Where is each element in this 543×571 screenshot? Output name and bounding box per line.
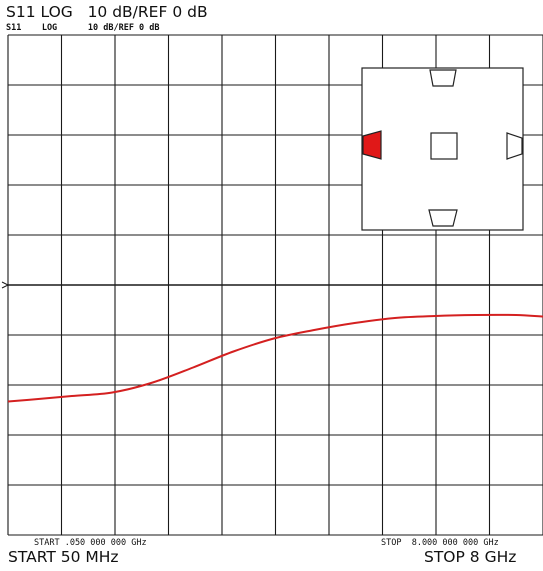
- header-instrument-line: S11 LOG 10 dB/REF 0 dB: [6, 23, 160, 33]
- start-label: START 50 MHz: [8, 548, 119, 566]
- start-instrument-label: START .050 000 000 GHz: [34, 538, 147, 548]
- trace-line-0: [7, 313, 543, 403]
- header-title: S11 LOG 10 dB/REF 0 dB: [6, 3, 208, 21]
- port-inset: [361, 67, 524, 231]
- inset-center-square: [430, 132, 458, 160]
- inset-right-port: [506, 132, 523, 160]
- inset-top-port: [429, 69, 457, 87]
- stop-instrument-label: STOP 8.000 000 000 GHz: [381, 538, 499, 548]
- reference-marker: [1, 281, 10, 289]
- stop-label: STOP 8 GHz: [424, 548, 517, 566]
- trace-layer: [7, 313, 543, 403]
- inset-left-port-highlighted: [362, 130, 382, 160]
- inset-bottom-port: [428, 209, 458, 227]
